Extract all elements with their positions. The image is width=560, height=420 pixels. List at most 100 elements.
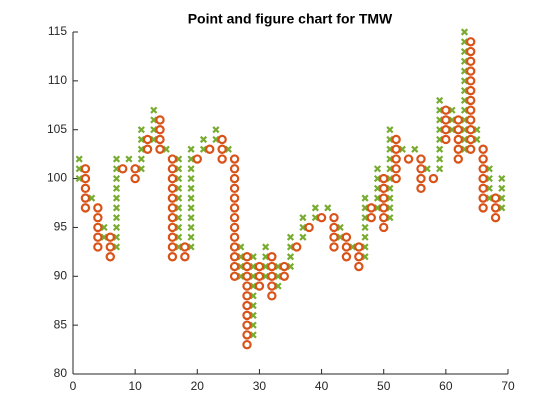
o-marker: [466, 66, 476, 76]
x-tick-label: 20: [191, 379, 205, 393]
x-marker: [237, 253, 245, 261]
x-marker: [175, 233, 183, 241]
o-marker: [254, 271, 265, 281]
x-marker: [100, 233, 108, 241]
x-marker: [436, 155, 444, 163]
x-marker: [175, 174, 183, 183]
o-marker: [466, 46, 476, 57]
x-marker: [249, 311, 257, 319]
x-tick-label: 70: [501, 379, 515, 393]
x-marker: [112, 184, 121, 192]
o-marker: [453, 134, 463, 145]
x-marker: [460, 126, 469, 134]
o-marker: [379, 173, 389, 184]
x-marker: [112, 194, 121, 202]
x-marker: [436, 145, 444, 153]
x-marker: [311, 214, 319, 222]
x-marker: [286, 233, 295, 241]
o-marker: [478, 183, 488, 194]
o-marker: [80, 193, 91, 203]
x-marker: [460, 145, 469, 153]
o-marker: [466, 144, 476, 154]
o-marker: [180, 242, 190, 252]
x-marker: [187, 165, 195, 173]
x-marker: [199, 145, 208, 153]
o-marker: [80, 164, 91, 174]
x-marker: [373, 204, 382, 212]
o-marker: [416, 164, 426, 174]
o-marker: [366, 203, 376, 213]
o-marker: [167, 193, 178, 203]
o-marker: [478, 173, 488, 184]
x-marker: [460, 28, 469, 36]
y-tick-label: 90: [54, 268, 68, 282]
o-marker: [217, 144, 227, 154]
x-marker: [498, 174, 506, 183]
o-marker: [105, 242, 115, 252]
x-tick-label: 40: [315, 379, 329, 393]
o-marker: [167, 203, 178, 213]
x-marker: [498, 204, 506, 212]
x-marker: [75, 155, 83, 163]
o-marker: [229, 203, 240, 213]
x-marker: [373, 184, 382, 192]
x-marker: [498, 184, 506, 192]
x-marker: [460, 87, 469, 95]
x-marker: [436, 135, 444, 144]
x-marker: [460, 77, 469, 85]
x-marker: [386, 145, 394, 153]
x-marker: [112, 214, 121, 222]
x-marker: [249, 331, 257, 339]
o-marker: [391, 154, 401, 164]
o-marker: [466, 134, 476, 145]
o-marker: [379, 203, 389, 213]
o-marker: [329, 222, 339, 233]
o-marker: [416, 173, 426, 184]
o-marker: [267, 271, 277, 281]
o-marker: [441, 134, 451, 145]
o-marker: [167, 164, 178, 174]
o-marker: [105, 252, 115, 262]
x-marker: [436, 116, 444, 124]
x-marker: [448, 116, 456, 124]
x-marker: [361, 253, 369, 261]
y-tick-label: 105: [47, 122, 67, 136]
o-marker: [254, 281, 265, 291]
x-marker: [436, 165, 444, 173]
o-marker: [267, 252, 277, 262]
x-marker: [162, 145, 170, 153]
x-marker: [137, 135, 145, 144]
x-marker: [262, 243, 270, 251]
o-marker: [93, 242, 103, 252]
o-marker: [118, 164, 128, 174]
x-marker: [386, 165, 394, 173]
x-marker: [361, 214, 369, 222]
o-marker: [341, 252, 352, 262]
o-marker: [267, 261, 277, 272]
x-marker: [361, 233, 369, 241]
o-marker: [466, 56, 476, 67]
o-marker: [329, 242, 339, 252]
x-marker: [112, 165, 121, 173]
o-marker: [391, 164, 401, 174]
o-marker: [229, 242, 240, 252]
o-marker: [93, 212, 103, 223]
x-tick-label: 10: [128, 379, 142, 393]
o-marker: [453, 154, 463, 164]
x-marker: [187, 223, 195, 232]
x-marker: [286, 243, 295, 251]
o-marker: [93, 222, 103, 233]
x-marker: [137, 155, 145, 163]
x-marker: [75, 165, 83, 173]
o-marker: [80, 203, 91, 213]
x-marker: [448, 106, 456, 114]
x-marker: [212, 126, 220, 134]
o-marker: [403, 154, 414, 164]
x-tick-label: 50: [377, 379, 391, 393]
x-marker: [112, 204, 121, 212]
o-marker: [428, 173, 439, 184]
o-marker: [478, 203, 488, 213]
o-marker: [478, 144, 488, 154]
y-tick-label: 110: [48, 73, 67, 87]
x-marker: [112, 155, 121, 163]
